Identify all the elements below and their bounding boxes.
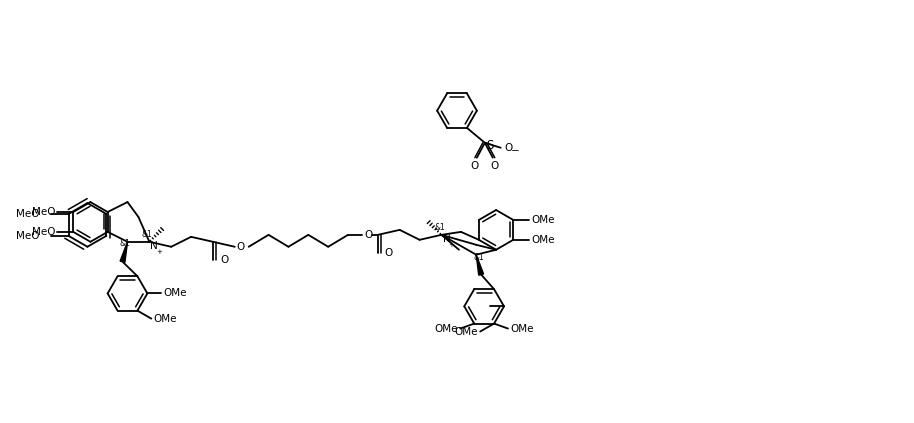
Text: N: N bbox=[151, 241, 158, 251]
Text: O: O bbox=[385, 248, 393, 258]
Text: OMe: OMe bbox=[164, 288, 186, 299]
Text: OMe: OMe bbox=[531, 215, 555, 225]
Text: &1: &1 bbox=[473, 253, 484, 262]
Text: O: O bbox=[237, 242, 245, 252]
Text: O: O bbox=[220, 255, 228, 265]
Text: OMe: OMe bbox=[154, 313, 176, 324]
Text: MeO: MeO bbox=[16, 209, 39, 219]
Text: MeO: MeO bbox=[16, 231, 39, 241]
Text: &1: &1 bbox=[434, 223, 445, 232]
Polygon shape bbox=[120, 242, 127, 262]
Text: OMe: OMe bbox=[510, 324, 534, 334]
Text: +: + bbox=[156, 249, 162, 255]
Text: MeO: MeO bbox=[32, 227, 56, 237]
Text: +: + bbox=[449, 242, 454, 248]
Text: &1: &1 bbox=[142, 231, 153, 239]
Text: O: O bbox=[364, 230, 372, 240]
Text: OMe: OMe bbox=[531, 235, 555, 245]
Text: O: O bbox=[471, 161, 479, 170]
Text: OMe: OMe bbox=[454, 327, 478, 337]
Text: O: O bbox=[505, 143, 513, 153]
Text: S: S bbox=[486, 139, 494, 152]
Polygon shape bbox=[476, 255, 484, 275]
Text: OMe: OMe bbox=[435, 324, 458, 334]
Text: MeO: MeO bbox=[32, 207, 56, 217]
Text: −: − bbox=[511, 146, 520, 156]
Text: N: N bbox=[442, 234, 451, 244]
Text: &1: &1 bbox=[119, 239, 130, 248]
Text: O: O bbox=[491, 161, 499, 170]
